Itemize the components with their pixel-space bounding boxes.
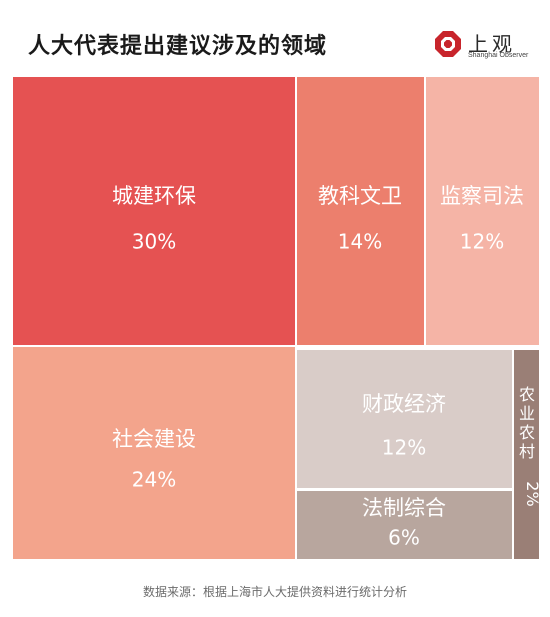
- tile-value: 14%: [338, 230, 382, 254]
- chart-title: 人大代表提出建议涉及的领域: [28, 34, 328, 59]
- treemap-tile: [297, 350, 512, 488]
- tile-value: 12%: [382, 436, 426, 460]
- tile-value: 12%: [460, 230, 504, 254]
- treemap-tile: [297, 491, 512, 559]
- treemap-tile: [297, 77, 424, 345]
- tile-label: 监察司法: [440, 184, 524, 208]
- tile-value: 6%: [388, 526, 420, 550]
- tile-label: 农业农村: [519, 385, 535, 461]
- logo-mark-icon: [435, 31, 461, 57]
- tile-value: 30%: [132, 230, 176, 254]
- tile-label: 法制综合: [362, 496, 446, 520]
- tile-label: 教科文卫: [318, 184, 402, 208]
- treemap-tile: [13, 77, 295, 345]
- tile-value: 2%: [523, 481, 542, 506]
- logo-text-cn: 上观: [468, 32, 516, 56]
- tile-label: 社会建设: [112, 427, 196, 451]
- treemap-tile: [13, 347, 295, 559]
- treemap-tile: [514, 350, 539, 559]
- tile-label: 财政经济: [362, 392, 446, 416]
- treemap-tile: [426, 77, 539, 345]
- logo: 上观 Shanghai Observer: [434, 30, 534, 64]
- logo-text-en: Shanghai Observer: [468, 52, 529, 59]
- tile-label: 城建环保: [112, 184, 196, 208]
- data-source-note: 数据来源：根据上海市人大提供资料进行统计分析: [142, 585, 407, 599]
- tile-value: 24%: [132, 468, 176, 492]
